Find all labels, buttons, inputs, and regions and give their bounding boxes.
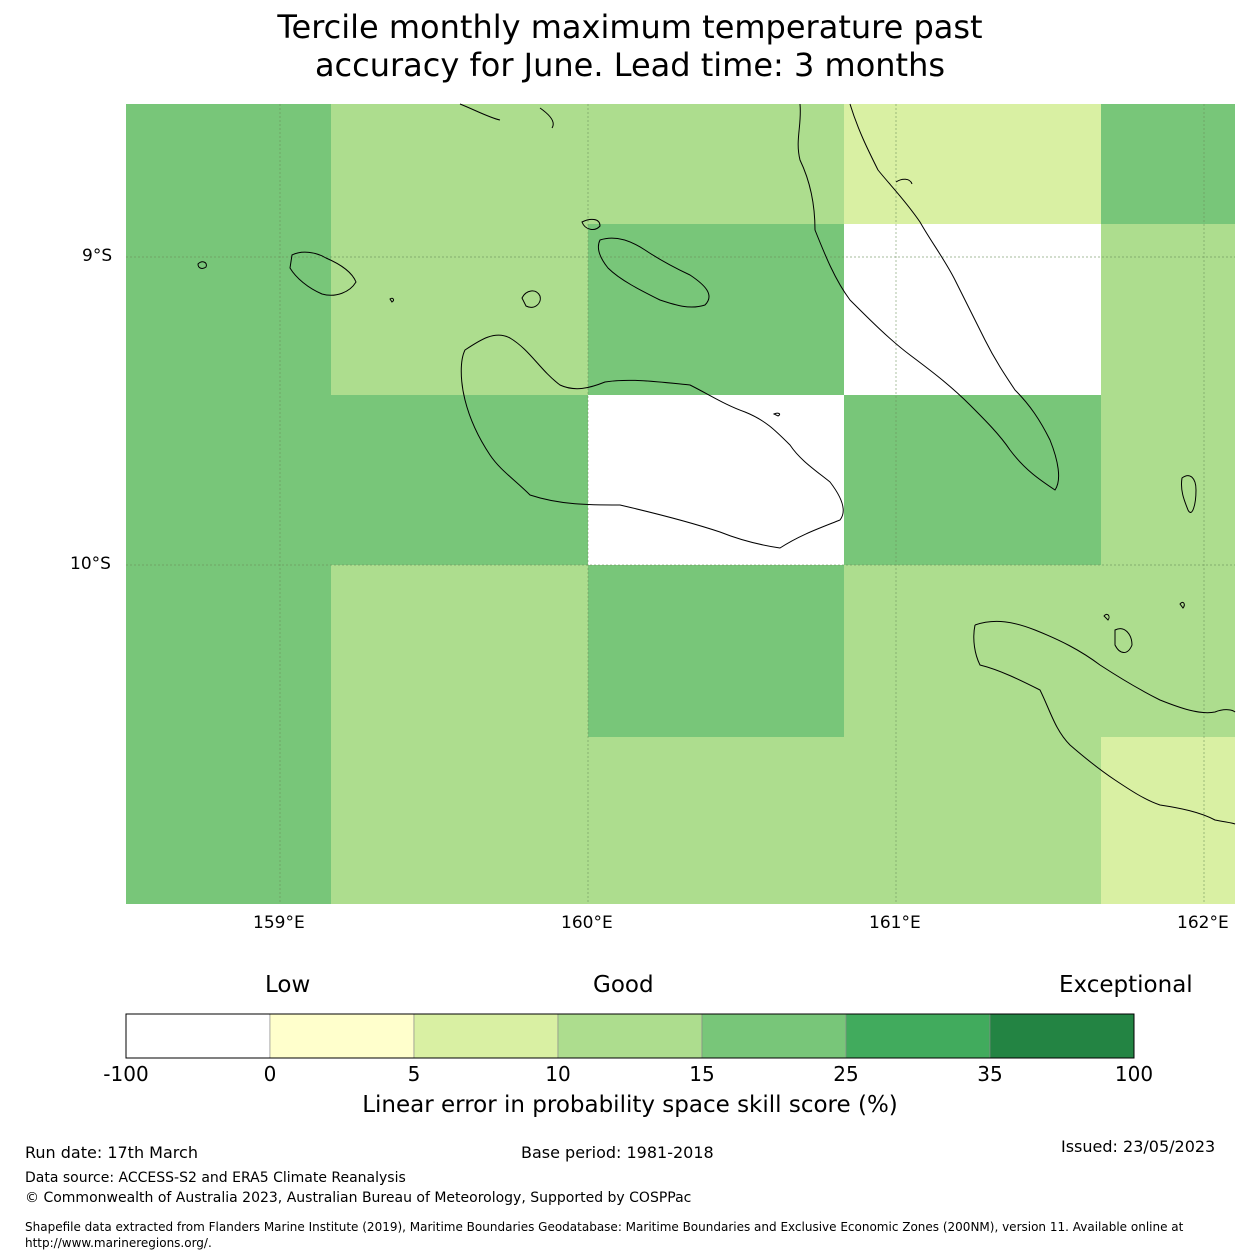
skill-cell (588, 737, 844, 904)
skill-cell (588, 104, 844, 224)
skill-cell (331, 104, 588, 224)
colorbar-category-good: Good (593, 972, 654, 998)
colorbar-bin (557, 1013, 703, 1059)
coastline-islet-c (1103, 613, 1110, 621)
coastline-islet-west (197, 261, 207, 269)
coastline-makira (973, 620, 1236, 825)
colorbar-bin (413, 1013, 559, 1059)
issued-date: Issued: 23/05/2023 (1061, 1137, 1216, 1156)
skill-cell (844, 737, 1101, 904)
colorbar-tick: 5 (407, 1062, 421, 1086)
coastline-russell (289, 251, 357, 296)
skill-cell (331, 737, 588, 904)
skill-cell (331, 224, 588, 395)
skill-grid (126, 104, 1235, 904)
skill-cell (126, 395, 331, 565)
coastline-guadalcanal (460, 334, 844, 549)
colorbar-bin (845, 1013, 991, 1059)
lon-label-161e: 161°E (869, 913, 921, 933)
colorbar-tick: 35 (977, 1062, 1003, 1086)
skill-cell (126, 224, 331, 395)
skill-cell (844, 104, 1101, 224)
coastlines (197, 103, 1236, 825)
skill-cell (588, 395, 844, 565)
lon-label-162e: 162°E (1177, 913, 1229, 933)
colorbar-tick: -100 (103, 1062, 149, 1086)
skill-cell (126, 737, 331, 904)
lat-label-9s: 9°S (82, 246, 113, 266)
coastline-small-island-1 (581, 218, 601, 230)
colorbar-tick: 10 (545, 1062, 571, 1086)
coastline-ugi (1114, 628, 1133, 653)
colorbar-bin (125, 1013, 271, 1059)
skill-cell (1101, 104, 1235, 224)
data-source: Data source: ACCESS-S2 and ERA5 Climate … (25, 1170, 406, 1186)
colorbar-category-exceptional: Exceptional (1059, 972, 1193, 998)
colorbar-bin (269, 1013, 415, 1059)
lon-label-159e: 159°E (253, 913, 305, 933)
coastline-florida-north (459, 103, 554, 129)
colorbar-tick: 0 (263, 1062, 277, 1086)
coastline-nggela (597, 237, 710, 308)
shapefile-credit-line-1: Shapefile data extracted from Flanders M… (25, 1220, 1184, 1234)
skill-cell (844, 395, 1101, 565)
coastline-savo (521, 290, 541, 308)
colorbar-frame (125, 1013, 1135, 1059)
map-title-line-2: accuracy for June. Lead time: 3 months (314, 46, 946, 84)
lat-label-10s: 10°S (70, 554, 111, 574)
skill-cell (126, 565, 331, 737)
copyright: © Commonwealth of Australia 2023, Austra… (25, 1190, 692, 1206)
colorbar-tick: 15 (689, 1062, 715, 1086)
coastline-small-islands-east (1181, 475, 1197, 513)
base-period: Base period: 1981-2018 (521, 1143, 714, 1162)
lon-label-160e: 160°E (561, 913, 613, 933)
skill-cell (1101, 737, 1235, 904)
colorbar-bin (989, 1013, 1135, 1059)
skill-cell (844, 565, 1101, 737)
skill-cell (126, 104, 331, 224)
colorbar (125, 1013, 1135, 1059)
colorbar-tick: 100 (1114, 1062, 1154, 1086)
colorbar-bin (701, 1013, 847, 1059)
coastline-islet-a (389, 297, 394, 303)
skill-cell (844, 224, 1101, 395)
run-date: Run date: 17th March (25, 1143, 198, 1162)
skill-cell (331, 395, 588, 565)
coastline-islet-b (772, 412, 781, 417)
shapefile-credit-line-2: http://www.marineregions.org/. (25, 1236, 212, 1250)
skill-cell (1101, 224, 1235, 395)
map-title-line-1: Tercile monthly maximum temperature past (277, 8, 983, 46)
skill-cell (588, 565, 844, 737)
skill-cell (331, 565, 588, 737)
skill-cell (1101, 395, 1235, 565)
skill-cell (588, 224, 844, 395)
coastline-small-malaita-hook (895, 178, 913, 185)
colorbar-label: Linear error in probability space skill … (362, 1092, 898, 1118)
coastline-malaita (797, 103, 1060, 491)
coastline-islet-d (1179, 601, 1185, 609)
colorbar-tick: 25 (833, 1062, 859, 1086)
skill-cell (1101, 565, 1235, 737)
colorbar-category-low: Low (265, 972, 311, 998)
